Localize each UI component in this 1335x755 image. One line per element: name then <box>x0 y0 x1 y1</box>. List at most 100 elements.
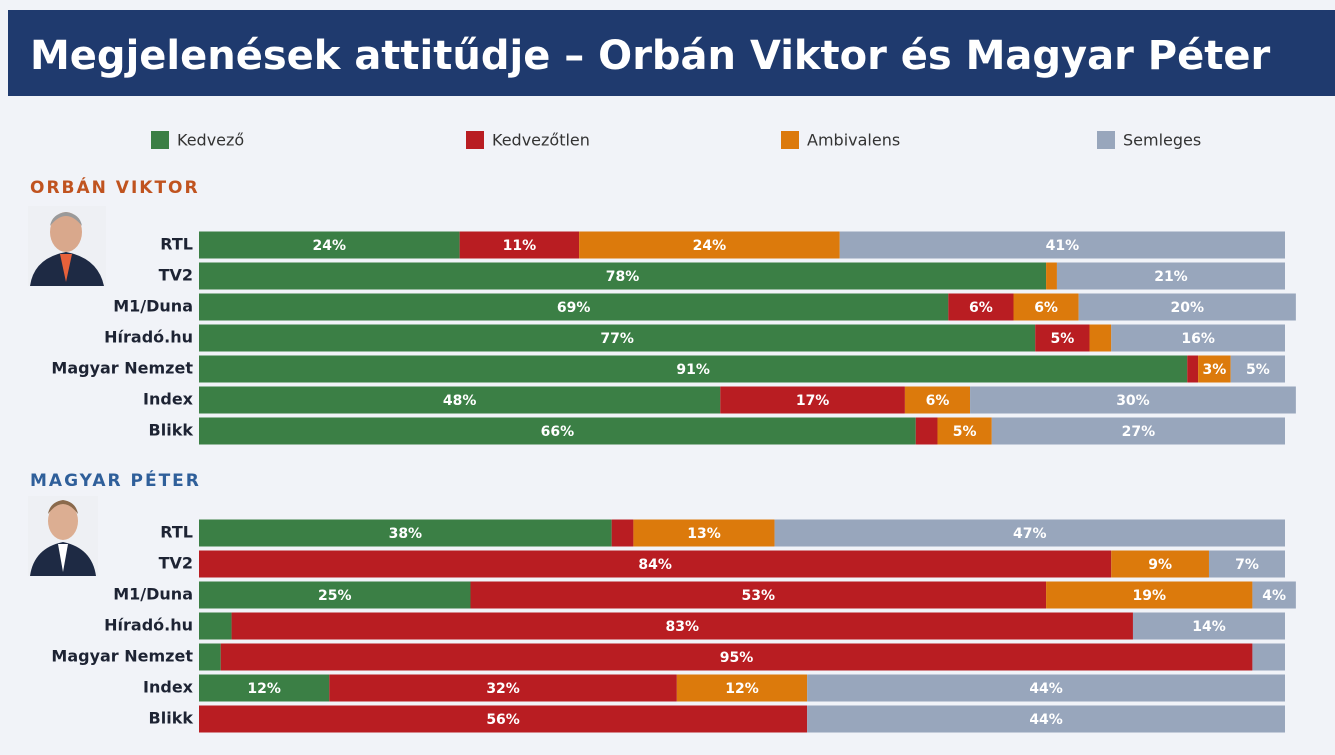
bar-segment <box>1111 324 1285 352</box>
bar-segment <box>1035 324 1090 352</box>
bar-segment <box>199 581 471 609</box>
bar-label: 24% <box>313 238 347 254</box>
bar-label: 19% <box>1132 588 1166 604</box>
bar-label: 11% <box>503 238 537 254</box>
bar-label: 4% <box>1262 588 1286 604</box>
bar-label: 24% <box>693 238 727 254</box>
category-label: Híradó.hu <box>104 328 193 347</box>
category-label: Magyar Nemzet <box>51 359 193 378</box>
bar-segment <box>199 386 721 414</box>
bar-segment <box>611 519 634 547</box>
bar-label: 83% <box>666 619 700 635</box>
bar-segment <box>807 705 1285 733</box>
bar-label: 95% <box>720 650 754 666</box>
legend-label: Semleges <box>1123 131 1201 150</box>
legend-swatch <box>466 131 484 149</box>
bar-segment <box>199 262 1047 290</box>
category-label: TV2 <box>159 554 193 573</box>
bar-label: 20% <box>1171 300 1205 316</box>
bar-segment <box>991 417 1285 445</box>
bar-segment <box>459 231 580 259</box>
bar-label: 47% <box>1013 526 1047 542</box>
bar-segment <box>199 674 330 702</box>
bar-segment <box>1013 293 1079 321</box>
bar-segment <box>199 612 232 640</box>
category-label: Index <box>143 678 194 697</box>
bar-segment <box>199 324 1036 352</box>
bar-segment <box>970 386 1296 414</box>
bar-label: 78% <box>606 269 640 285</box>
bar-segment <box>839 231 1285 259</box>
bar-label: 16% <box>1181 331 1215 347</box>
bar-label: 7% <box>1235 557 1259 573</box>
bar-label: 9% <box>1148 557 1172 573</box>
category-label: RTL <box>160 523 193 542</box>
bar-segment <box>1208 550 1285 578</box>
page-title: Megjelenések attitűdje – Orbán Viktor és… <box>30 33 1270 79</box>
section-title: MAGYAR PÉTER <box>30 469 201 491</box>
bar-segment <box>199 293 949 321</box>
bar-label: 5% <box>1050 331 1074 347</box>
bar-segment <box>1111 550 1209 578</box>
bar-label: 38% <box>389 526 423 542</box>
bar-segment <box>1252 643 1285 671</box>
bar-segment <box>199 550 1112 578</box>
bar-label: 56% <box>486 712 520 728</box>
bar-label: 77% <box>600 331 634 347</box>
photo <box>28 206 106 286</box>
category-label: M1/Duna <box>113 297 193 316</box>
bar-label: 6% <box>926 393 950 409</box>
legend-label: Kedvező <box>177 131 244 150</box>
bar-label: 6% <box>969 300 993 316</box>
bar-segment <box>199 519 612 547</box>
bar-segment <box>1089 324 1112 352</box>
bar-label: 44% <box>1029 681 1063 697</box>
bar-label: 17% <box>796 393 830 409</box>
bar-label: 14% <box>1192 619 1226 635</box>
bar-label: 21% <box>1154 269 1188 285</box>
bar-segment <box>231 612 1133 640</box>
bar-label: 32% <box>486 681 520 697</box>
bar-segment <box>1056 262 1285 290</box>
category-label: TV2 <box>159 266 193 285</box>
bar-segment <box>720 386 905 414</box>
bar-segment <box>199 643 221 671</box>
bar-segment <box>948 293 1014 321</box>
bar-segment <box>1187 355 1199 383</box>
bar-segment <box>937 417 992 445</box>
legend-swatch <box>1097 131 1115 149</box>
bar-segment <box>1230 355 1285 383</box>
bar-segment <box>470 581 1047 609</box>
bar-label: 84% <box>638 557 672 573</box>
bar-label: 44% <box>1029 712 1063 728</box>
bar-label: 41% <box>1046 238 1080 254</box>
legend-label: Ambivalens <box>807 131 900 150</box>
bar-label: 53% <box>742 588 776 604</box>
bar-label: 66% <box>541 424 575 440</box>
bar-segment <box>1046 262 1057 290</box>
bar-label: 91% <box>676 362 710 378</box>
category-label: Blikk <box>149 709 194 728</box>
bar-label: 6% <box>1034 300 1058 316</box>
bar-label: 69% <box>557 300 591 316</box>
bar-segment <box>633 519 775 547</box>
bar-segment <box>1252 581 1296 609</box>
bar-segment <box>579 231 840 259</box>
bar-label: 12% <box>725 681 759 697</box>
bar-segment <box>904 386 971 414</box>
category-label: Index <box>143 390 194 409</box>
bar-label: 13% <box>687 526 721 542</box>
bar-label: 5% <box>953 424 977 440</box>
bar-segment <box>774 519 1285 547</box>
bar-segment <box>807 674 1285 702</box>
section-title: ORBÁN VIKTOR <box>30 176 200 198</box>
bar-segment <box>1046 581 1253 609</box>
bar-label: 5% <box>1246 362 1270 378</box>
bar-label: 30% <box>1116 393 1150 409</box>
legend-swatch <box>781 131 799 149</box>
bar-segment <box>1132 612 1285 640</box>
category-label: RTL <box>160 235 193 254</box>
bar-segment <box>220 643 1253 671</box>
bar-label: 27% <box>1122 424 1156 440</box>
